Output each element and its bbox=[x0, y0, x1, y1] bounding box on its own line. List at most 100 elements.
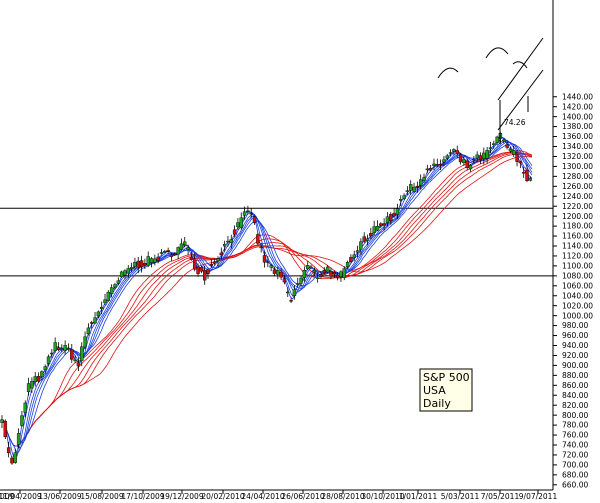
moving-average-30 bbox=[1, 150, 533, 447]
x-tick-label-partial: 009 bbox=[0, 492, 15, 501]
candle-body-164 bbox=[272, 269, 277, 274]
candle-body-288 bbox=[478, 155, 483, 161]
candle-body-276 bbox=[458, 154, 463, 163]
y-tick-label-1020: 1020.00 bbox=[562, 301, 593, 310]
y-tick-label-1120: 1120.00 bbox=[562, 252, 593, 261]
y-tick-label-940: 940.00 bbox=[562, 341, 588, 350]
arc-drawing-2 bbox=[485, 47, 509, 59]
candle-body-268 bbox=[445, 155, 449, 159]
candle-body-224 bbox=[372, 226, 376, 233]
candle-body-292 bbox=[485, 150, 489, 159]
candle-body-54 bbox=[90, 322, 94, 324]
candle-body-284 bbox=[472, 159, 476, 161]
candle-body-208 bbox=[345, 262, 350, 267]
candle-body-250 bbox=[415, 185, 420, 188]
moving-average-60 bbox=[1, 155, 533, 447]
x-tick-label-10: 1/01/2011 bbox=[399, 492, 438, 501]
candle-body-32 bbox=[53, 342, 57, 351]
candle-body-240 bbox=[399, 199, 403, 201]
candle-body-180 bbox=[299, 277, 303, 284]
candle-body-230 bbox=[382, 223, 386, 226]
candle-body-232 bbox=[385, 216, 390, 223]
x-tick-label-0: 11/04/2009 bbox=[0, 492, 42, 501]
candle-body-262 bbox=[435, 164, 439, 166]
y-tick-label-740: 740.00 bbox=[562, 441, 588, 450]
candle-body-302 bbox=[502, 139, 506, 142]
candle-body-204 bbox=[339, 271, 343, 277]
candle-body-124 bbox=[206, 269, 210, 274]
candle-body-16 bbox=[26, 383, 31, 392]
candle-body-158 bbox=[262, 255, 267, 263]
trendline-lower bbox=[497, 69, 544, 131]
candle-body-226 bbox=[375, 226, 380, 231]
candle-body-20 bbox=[33, 376, 37, 383]
candle-body-44 bbox=[73, 359, 77, 362]
y-tick-label-1080: 1080.00 bbox=[562, 271, 593, 280]
candle-body-210 bbox=[349, 257, 353, 262]
y-tick-label-660: 660.00 bbox=[562, 480, 588, 489]
candle-body-52 bbox=[86, 327, 91, 335]
trendline-drawings: 74.26 bbox=[437, 37, 544, 144]
candle-body-258 bbox=[428, 167, 433, 171]
y-tick-label-960: 960.00 bbox=[562, 331, 588, 340]
candle-body-130 bbox=[216, 258, 220, 262]
candle-body-4 bbox=[6, 447, 11, 454]
candle-body-86 bbox=[143, 263, 147, 266]
candle-body-254 bbox=[422, 177, 426, 181]
candle-body-122 bbox=[202, 270, 207, 281]
x-tick-label-11: 5/03/2011 bbox=[441, 492, 480, 501]
candle-body-24 bbox=[40, 371, 44, 377]
candle-body-70 bbox=[116, 280, 121, 284]
candle-body-38 bbox=[63, 345, 67, 351]
candle-body-244 bbox=[405, 190, 410, 192]
x-tick-label-8: 28/08/2010 bbox=[321, 492, 364, 501]
candle-body-118 bbox=[196, 267, 200, 274]
candle-body-214 bbox=[355, 250, 360, 253]
candle-body-74 bbox=[123, 270, 127, 276]
candle-body-252 bbox=[418, 179, 423, 186]
candle-body-174 bbox=[289, 300, 293, 302]
candle-body-2 bbox=[3, 421, 8, 438]
candle-body-216 bbox=[359, 241, 363, 250]
candle-body-228 bbox=[379, 223, 383, 226]
y-tick-label-880: 880.00 bbox=[562, 371, 588, 380]
candle-body-62 bbox=[103, 299, 107, 304]
candle-body-98 bbox=[163, 251, 167, 253]
candle-body-246 bbox=[409, 184, 413, 191]
y-tick-label-1360: 1360.00 bbox=[562, 132, 593, 141]
candle-body-256 bbox=[425, 168, 430, 171]
y-tick-label-980: 980.00 bbox=[562, 321, 588, 330]
candle-body-28 bbox=[46, 356, 51, 364]
candle-body-242 bbox=[402, 195, 406, 199]
candle-body-286 bbox=[475, 154, 479, 159]
candle-body-194 bbox=[322, 269, 327, 273]
x-tick-label-3: 17/10/2009 bbox=[121, 492, 164, 501]
candle-body-202 bbox=[335, 274, 340, 278]
candle-body-120 bbox=[199, 266, 204, 272]
y-tick-label-1420: 1420.00 bbox=[562, 102, 593, 111]
candle-body-176 bbox=[292, 289, 297, 297]
y-tick-label-1180: 1180.00 bbox=[562, 222, 593, 231]
candle-body-248 bbox=[412, 186, 416, 192]
info-box-line-3: Daily bbox=[423, 397, 451, 410]
candle-body-192 bbox=[319, 274, 323, 277]
candle-body-274 bbox=[455, 150, 459, 154]
candle-body-102 bbox=[169, 254, 174, 257]
moving-average-45 bbox=[1, 152, 533, 447]
candle-body-142 bbox=[236, 222, 240, 228]
candle-body-178 bbox=[296, 283, 300, 285]
x-tick-label-9: 30/10/2010 bbox=[361, 492, 404, 501]
candle-body-72 bbox=[119, 271, 124, 277]
candle-body-154 bbox=[256, 234, 260, 244]
candle-body-318 bbox=[528, 178, 533, 181]
horizontal-reference-lines bbox=[0, 207, 553, 277]
candle-body-64 bbox=[106, 291, 111, 301]
candle-body-8 bbox=[13, 452, 17, 463]
x-tick-label-12: 7/05/2011 bbox=[481, 492, 520, 501]
moving-average-15 bbox=[1, 143, 533, 447]
y-tick-label-1440: 1440.00 bbox=[562, 92, 593, 101]
y-tick-label-900: 900.00 bbox=[562, 361, 588, 370]
candle-body-266 bbox=[442, 159, 446, 163]
candle-body-66 bbox=[109, 287, 114, 294]
